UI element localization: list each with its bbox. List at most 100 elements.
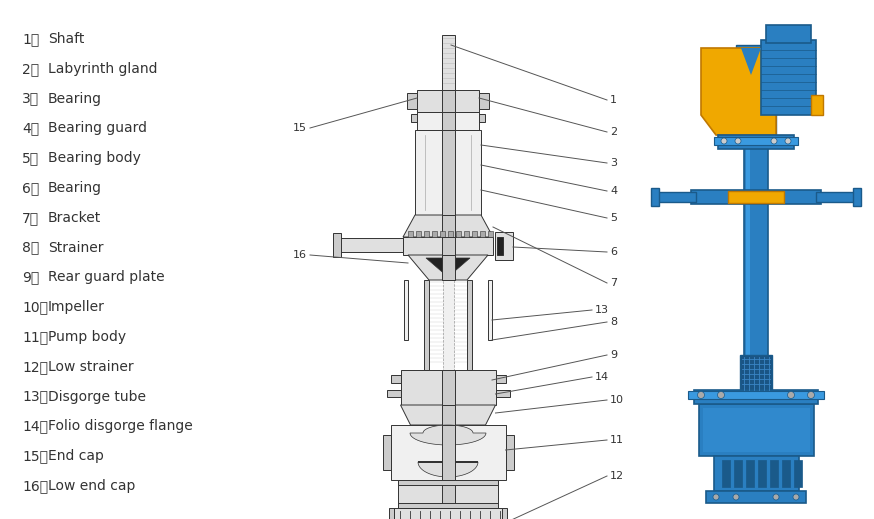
Text: 9: 9 bbox=[610, 350, 617, 360]
Bar bbox=[746, 460, 754, 487]
Bar bbox=[441, 215, 454, 237]
Bar bbox=[440, 231, 445, 237]
Circle shape bbox=[733, 494, 739, 500]
Text: 6: 6 bbox=[610, 247, 617, 257]
Text: 3、: 3、 bbox=[22, 91, 39, 105]
Circle shape bbox=[771, 138, 777, 144]
Bar bbox=[698, 404, 814, 456]
Text: 4、: 4、 bbox=[22, 121, 39, 135]
Bar bbox=[386, 390, 400, 397]
Bar bbox=[464, 231, 469, 237]
Bar bbox=[432, 231, 437, 237]
Text: Shaft: Shaft bbox=[48, 32, 85, 46]
Text: Labyrinth gland: Labyrinth gland bbox=[48, 62, 157, 76]
Bar bbox=[441, 255, 454, 280]
Bar bbox=[407, 93, 417, 109]
Bar bbox=[761, 40, 816, 115]
Bar bbox=[713, 456, 799, 491]
Circle shape bbox=[697, 391, 704, 399]
Bar bbox=[391, 375, 400, 383]
Polygon shape bbox=[410, 425, 486, 445]
Polygon shape bbox=[741, 48, 761, 75]
Bar bbox=[714, 137, 798, 145]
Bar bbox=[728, 191, 784, 203]
Text: 5: 5 bbox=[610, 213, 617, 223]
Polygon shape bbox=[400, 405, 496, 425]
Bar bbox=[398, 503, 498, 508]
Bar bbox=[383, 435, 391, 470]
Circle shape bbox=[793, 494, 799, 500]
Bar bbox=[415, 130, 481, 215]
Text: 4: 4 bbox=[610, 186, 617, 196]
Bar bbox=[736, 45, 776, 145]
Text: 6、: 6、 bbox=[22, 181, 39, 195]
Text: 12、: 12、 bbox=[22, 360, 48, 374]
Bar bbox=[816, 192, 856, 202]
Text: 8、: 8、 bbox=[22, 241, 39, 255]
Text: Pump body: Pump body bbox=[48, 330, 126, 344]
Polygon shape bbox=[426, 258, 470, 277]
Circle shape bbox=[721, 138, 727, 144]
Text: 1、: 1、 bbox=[22, 32, 39, 46]
Circle shape bbox=[713, 494, 719, 500]
Bar bbox=[488, 280, 492, 340]
Bar bbox=[441, 35, 454, 90]
Bar bbox=[441, 90, 454, 112]
Bar bbox=[766, 25, 811, 43]
Bar bbox=[744, 135, 768, 400]
Text: 15、: 15、 bbox=[22, 449, 48, 463]
Bar bbox=[479, 93, 489, 109]
Bar bbox=[472, 231, 477, 237]
Text: 14、: 14、 bbox=[22, 419, 48, 433]
Text: 14: 14 bbox=[595, 372, 609, 382]
Bar bbox=[424, 280, 429, 370]
Bar bbox=[505, 435, 514, 470]
Text: 13、: 13、 bbox=[22, 390, 48, 404]
Bar bbox=[400, 370, 496, 405]
Bar bbox=[441, 130, 454, 215]
Bar bbox=[441, 237, 454, 255]
Text: Rear guard plate: Rear guard plate bbox=[48, 270, 164, 284]
Text: 16、: 16、 bbox=[22, 479, 48, 493]
Bar bbox=[448, 231, 453, 237]
Bar bbox=[706, 491, 806, 503]
Circle shape bbox=[718, 391, 725, 399]
Text: Bracket: Bracket bbox=[48, 211, 101, 225]
Bar bbox=[441, 480, 454, 508]
Bar bbox=[398, 480, 498, 508]
Bar bbox=[656, 192, 696, 202]
Bar bbox=[770, 460, 778, 487]
Text: Bearing body: Bearing body bbox=[48, 151, 141, 165]
Bar bbox=[811, 95, 823, 115]
Bar bbox=[853, 188, 861, 206]
Bar bbox=[424, 231, 429, 237]
Text: 10: 10 bbox=[610, 395, 624, 405]
Bar bbox=[417, 112, 479, 130]
Bar bbox=[417, 90, 479, 112]
Bar bbox=[694, 390, 818, 404]
Text: 3: 3 bbox=[610, 158, 617, 168]
Text: Disgorge tube: Disgorge tube bbox=[48, 390, 146, 404]
Text: 11: 11 bbox=[610, 435, 624, 445]
Bar bbox=[496, 375, 505, 383]
Bar bbox=[404, 280, 408, 340]
Text: Low strainer: Low strainer bbox=[48, 360, 134, 374]
Bar bbox=[651, 188, 659, 206]
Text: End cap: End cap bbox=[48, 449, 104, 463]
Bar bbox=[734, 460, 742, 487]
Text: Bearing: Bearing bbox=[48, 181, 102, 195]
Bar bbox=[408, 231, 413, 237]
Polygon shape bbox=[701, 48, 776, 135]
Bar bbox=[703, 408, 809, 452]
Text: 9、: 9、 bbox=[22, 270, 39, 284]
Bar bbox=[333, 233, 341, 257]
Text: Low end cap: Low end cap bbox=[48, 479, 135, 493]
Text: Folio disgorge flange: Folio disgorge flange bbox=[48, 419, 193, 433]
Polygon shape bbox=[408, 255, 488, 280]
Bar bbox=[740, 355, 772, 393]
Bar bbox=[746, 135, 750, 400]
Bar bbox=[488, 231, 493, 237]
Bar bbox=[480, 231, 485, 237]
Bar bbox=[416, 231, 421, 237]
Circle shape bbox=[773, 494, 779, 500]
